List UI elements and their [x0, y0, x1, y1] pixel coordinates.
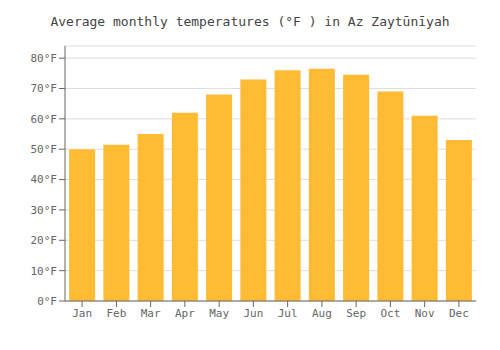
svg-text:Aug: Aug: [312, 307, 332, 320]
svg-text:50°F: 50°F: [31, 143, 58, 156]
svg-text:Jul: Jul: [278, 307, 298, 320]
svg-text:Mar: Mar: [141, 307, 161, 320]
svg-text:30°F: 30°F: [31, 204, 58, 217]
svg-text:0°F: 0°F: [37, 295, 57, 308]
svg-text:Jan: Jan: [72, 307, 92, 320]
svg-text:40°F: 40°F: [31, 173, 58, 186]
svg-text:80°F: 80°F: [31, 52, 58, 65]
svg-text:Dec: Dec: [449, 307, 469, 320]
svg-text:Feb: Feb: [106, 307, 126, 320]
svg-text:60°F: 60°F: [31, 113, 58, 126]
svg-text:Sep: Sep: [346, 307, 366, 320]
svg-text:Nov: Nov: [415, 307, 435, 320]
html-text:Average monthly temperatures (: Average monthly temperatures (°F ) in Az…: [50, 14, 450, 29]
svg-text:May: May: [209, 307, 229, 320]
svg-text:20°F: 20°F: [31, 234, 58, 247]
svg-text:70°F: 70°F: [31, 82, 58, 95]
svg-text:Jun: Jun: [243, 307, 263, 320]
svg-text:10°F: 10°F: [31, 265, 58, 278]
svg-text:Apr: Apr: [175, 307, 195, 320]
svg-text:Oct: Oct: [380, 307, 400, 320]
